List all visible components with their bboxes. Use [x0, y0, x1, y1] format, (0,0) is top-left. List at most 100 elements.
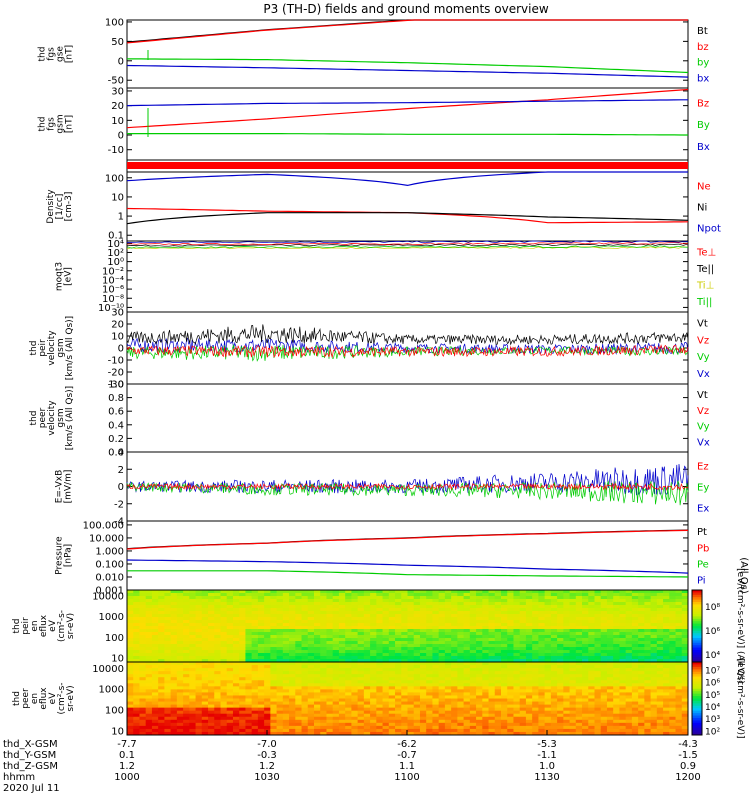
spectro-cell: [151, 665, 159, 669]
spectro-cell: [519, 674, 527, 678]
colorbar-cell: [692, 618, 702, 622]
spectro-cell: [395, 638, 402, 642]
spectro-cell: [382, 614, 390, 618]
spectro-cell: [426, 701, 433, 706]
spectro-cell: [251, 662, 259, 666]
spectro-cell: [675, 671, 683, 675]
spectro-cell: [370, 623, 377, 627]
spectro-cell: [463, 719, 471, 724]
spectro-cell: [127, 650, 134, 654]
spectro-cell: [469, 674, 477, 678]
spectro-cell: [438, 641, 446, 645]
spectro-cell: [582, 638, 589, 642]
spectro-cell: [208, 590, 215, 594]
spectro-cell: [376, 644, 384, 648]
spectro-cell: [476, 611, 483, 615]
spectro-cell: [376, 686, 384, 690]
spectro-cell: [332, 596, 340, 600]
spectro-cell: [613, 725, 620, 730]
spectro-cell: [289, 614, 296, 618]
spectro-cell: [606, 626, 614, 630]
spectro-cell: [370, 674, 377, 678]
spectro-cell: [606, 677, 614, 681]
spectro-cell: [401, 713, 408, 718]
spectro-cell: [195, 623, 203, 627]
spectro-cell: [613, 596, 620, 600]
spectro-cell: [232, 626, 240, 630]
legend-ti||: Ti||: [696, 297, 712, 308]
spectro-cell: [264, 644, 271, 648]
spectro-cell: [631, 653, 639, 657]
spectro-cell: [407, 659, 415, 663]
spectro-cell: [307, 608, 315, 612]
spectro-cell: [669, 632, 677, 636]
spectro-cell: [232, 629, 240, 633]
spectro-cell: [457, 632, 465, 636]
y-tick-label: 100: [105, 633, 124, 644]
spectro-cell: [251, 731, 259, 736]
spectro-cell: [301, 731, 309, 736]
spectro-cell: [588, 662, 595, 666]
spectro-cell: [488, 647, 496, 651]
spectro-cell: [345, 593, 352, 597]
spectro-cell: [675, 623, 683, 627]
spectro-cell: [613, 704, 620, 709]
spectro-cell: [376, 629, 384, 633]
spectro-cell: [525, 677, 533, 681]
spectro-cell: [419, 608, 427, 612]
spectro-cell: [370, 689, 377, 693]
spectro-cell: [326, 680, 334, 684]
spectro-cell: [644, 638, 652, 642]
spectro-cell: [127, 629, 134, 633]
spectro-cell: [133, 695, 140, 699]
spectro-cell: [326, 602, 334, 606]
spectro-cell: [501, 638, 508, 642]
spectro-cell: [432, 731, 440, 736]
spectro-cell: [656, 701, 664, 706]
spectro-cell: [270, 695, 278, 699]
spectro-cell: [251, 629, 259, 633]
spectro-cell: [426, 629, 433, 633]
spectro-cell: [345, 590, 352, 594]
spectro-cell: [600, 668, 608, 672]
spectro-cell: [663, 605, 670, 609]
legend-pb: Pb: [697, 543, 709, 554]
spectro-cell: [320, 713, 327, 718]
spectro-cell: [388, 671, 396, 675]
spectro-cell: [619, 632, 627, 636]
spectro-cell: [563, 623, 571, 627]
spectro-cell: [289, 716, 296, 721]
spectro-cell: [145, 683, 153, 687]
spectro-cell: [401, 674, 408, 678]
spectro-cell: [444, 731, 452, 736]
spectro-cell: [656, 635, 664, 639]
spectro-cell: [357, 656, 365, 660]
spectro-cell: [675, 722, 683, 727]
spectro-cell: [463, 611, 471, 615]
spectro-cell: [326, 722, 334, 727]
y-tick-label: 4: [118, 448, 124, 459]
spectro-cell: [370, 626, 377, 630]
spectro-cell: [176, 698, 184, 703]
spectro-cell: [469, 638, 477, 642]
spectro-cell: [239, 635, 246, 639]
spectro-cell: [326, 635, 334, 639]
spectro-cell: [270, 665, 278, 669]
spectro-cell: [594, 710, 602, 715]
spectro-cell: [338, 686, 346, 690]
spectro-cell: [588, 731, 595, 736]
spectro-cell: [444, 716, 452, 721]
spectro-cell: [382, 650, 390, 654]
legend-ti⊥: Ti⊥: [696, 281, 714, 292]
spectro-cell: [401, 683, 408, 687]
spectro-cell: [644, 641, 652, 645]
y-tick-label: 10: [111, 116, 124, 127]
spectro-cell: [295, 716, 303, 721]
spectro-cell: [438, 659, 446, 663]
spectro-cell: [214, 659, 221, 663]
spectro-cell: [681, 638, 689, 642]
spectro-cell: [251, 617, 259, 621]
spectro-cell: [413, 668, 421, 672]
spectro-cell: [388, 629, 396, 633]
spectro-cell: [631, 638, 639, 642]
